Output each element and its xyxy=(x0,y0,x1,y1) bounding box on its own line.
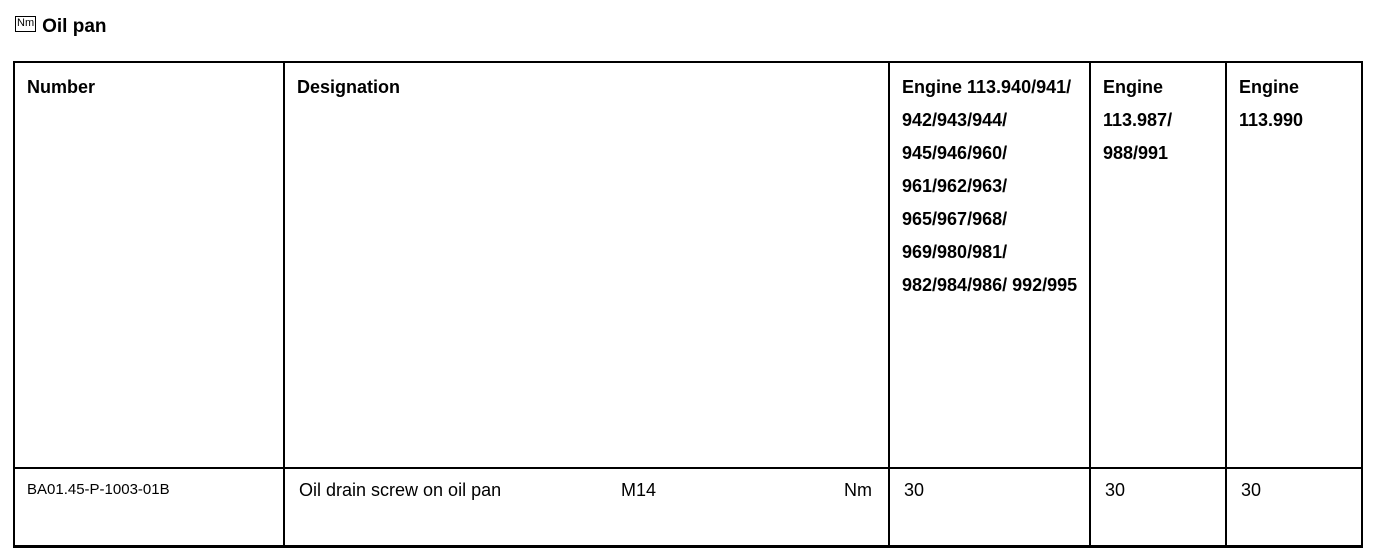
cell-engine-3-value: 30 xyxy=(1225,468,1363,547)
cell-designation: Oil drain screw on oil pan M14 Nm xyxy=(283,468,890,547)
header-engine-2: Engine 113.987/ 988/991 xyxy=(1089,62,1227,468)
header-designation: Designation xyxy=(283,62,890,468)
header-number: Number xyxy=(13,62,285,468)
cell-engine-2-value: 30 xyxy=(1089,468,1227,547)
table-row: BA01.45-P-1003-01B Oil drain screw on oi… xyxy=(13,468,1363,547)
header-engine-3: Engine 113.990 xyxy=(1225,62,1363,468)
section-title: Nm Oil pan xyxy=(15,16,107,38)
cell-engine-1-value: 30 xyxy=(888,468,1091,547)
table-header-row: Number Designation Engine 113.940/941/ 9… xyxy=(13,62,1363,468)
header-engine-1: Engine 113.940/941/ 942/943/944/ 945/946… xyxy=(888,62,1091,468)
torque-table: Number Designation Engine 113.940/941/ 9… xyxy=(13,61,1363,548)
designation-text: Oil drain screw on oil pan xyxy=(299,480,502,500)
thread-size: M14 xyxy=(621,480,657,500)
section-title-text: Oil pan xyxy=(42,16,107,37)
unit: Nm xyxy=(844,480,872,500)
torque-nm-icon: Nm xyxy=(15,16,37,32)
cell-number: BA01.45-P-1003-01B xyxy=(13,468,285,547)
